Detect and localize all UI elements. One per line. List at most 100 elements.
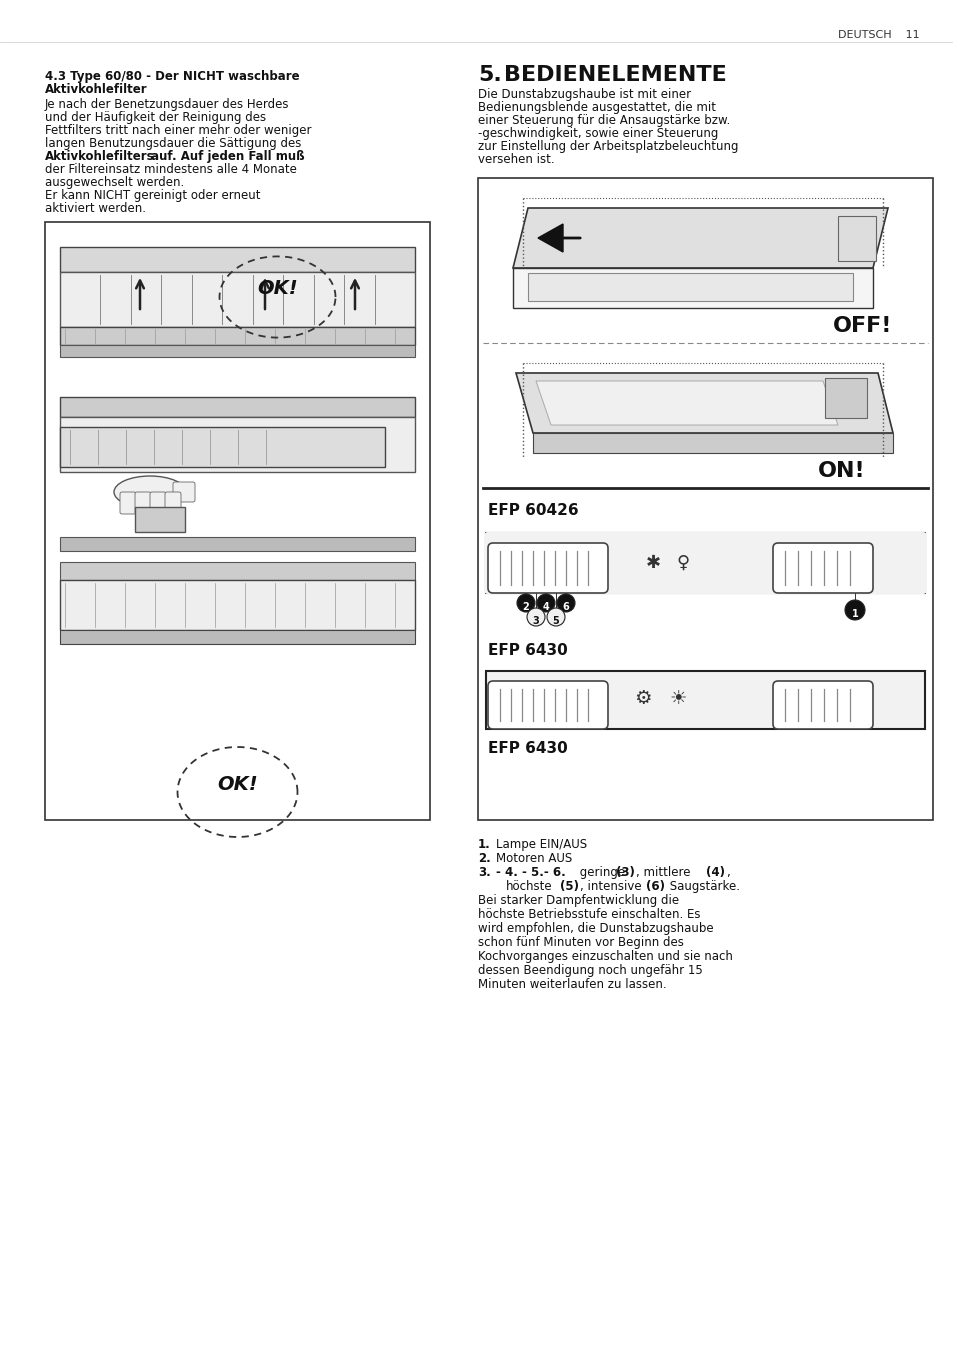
- Text: geringe: geringe: [576, 867, 628, 879]
- Text: 4: 4: [574, 681, 579, 690]
- Text: auf. Auf jeden Fall muß: auf. Auf jeden Fall muß: [147, 150, 304, 164]
- Text: 0: 0: [510, 681, 516, 690]
- Text: Er kann NICHT gereinigt oder erneut: Er kann NICHT gereinigt oder erneut: [45, 189, 260, 201]
- Text: OK!: OK!: [217, 775, 257, 794]
- Text: ,: ,: [725, 867, 729, 879]
- Text: dessen Beendigung noch ungefähr 15: dessen Beendigung noch ungefähr 15: [477, 964, 702, 977]
- Text: 1: 1: [525, 544, 532, 552]
- Text: höchste: höchste: [505, 880, 552, 894]
- Polygon shape: [533, 433, 892, 453]
- FancyBboxPatch shape: [135, 492, 151, 514]
- Text: der Filtereinsatz mindestens alle 4 Monate: der Filtereinsatz mindestens alle 4 Mona…: [45, 164, 296, 176]
- Text: Die Dunstabzugshaube ist mit einer: Die Dunstabzugshaube ist mit einer: [477, 88, 690, 101]
- Text: DEUTSCH    11: DEUTSCH 11: [838, 30, 919, 41]
- Bar: [60, 537, 415, 552]
- Text: Lampe EIN/AUS: Lampe EIN/AUS: [496, 838, 586, 850]
- Ellipse shape: [113, 476, 186, 508]
- Text: schon fünf Minuten vor Beginn des: schon fünf Minuten vor Beginn des: [477, 936, 683, 949]
- Circle shape: [557, 594, 575, 612]
- Bar: [60, 580, 415, 630]
- Text: zur Einstellung der Arbeitsplatzbeleuchtung: zur Einstellung der Arbeitsplatzbeleucht…: [477, 141, 738, 153]
- Bar: [485, 533, 924, 594]
- Circle shape: [517, 594, 535, 612]
- Text: Minuten weiterlaufen zu lassen.: Minuten weiterlaufen zu lassen.: [477, 977, 666, 991]
- Bar: [60, 427, 385, 466]
- FancyBboxPatch shape: [120, 492, 136, 514]
- Text: Je nach der Benetzungsdauer des Herdes: Je nach der Benetzungsdauer des Herdes: [45, 97, 289, 111]
- FancyBboxPatch shape: [488, 544, 607, 594]
- Text: OK!: OK!: [257, 280, 297, 299]
- Circle shape: [546, 608, 564, 626]
- Text: 6: 6: [562, 602, 569, 612]
- Text: 2.: 2.: [477, 852, 490, 865]
- FancyBboxPatch shape: [772, 544, 872, 594]
- Text: 4: 4: [542, 602, 549, 612]
- Text: Bei starker Dampfentwicklung die: Bei starker Dampfentwicklung die: [477, 894, 679, 907]
- Polygon shape: [516, 373, 892, 433]
- Text: EFP 60426: EFP 60426: [488, 503, 578, 518]
- Circle shape: [844, 600, 864, 621]
- Bar: [837, 216, 875, 261]
- Text: Fettfilters tritt nach einer mehr oder weniger: Fettfilters tritt nach einer mehr oder w…: [45, 124, 312, 137]
- Text: 3: 3: [558, 681, 563, 690]
- Circle shape: [537, 594, 555, 612]
- Bar: [824, 379, 866, 418]
- Text: , intensive: , intensive: [579, 880, 644, 894]
- Bar: [45, 222, 430, 821]
- Text: ausgewechselt werden.: ausgewechselt werden.: [45, 176, 184, 189]
- Text: 4.3 Type 60/80 - Der NICHT waschbare: 4.3 Type 60/80 - Der NICHT waschbare: [45, 70, 299, 82]
- Text: höchste Betriebsstufe einschalten. Es: höchste Betriebsstufe einschalten. Es: [477, 909, 700, 921]
- Text: 1: 1: [851, 608, 858, 619]
- Text: O  I: O I: [807, 681, 822, 690]
- Text: ◄: ◄: [573, 544, 579, 552]
- Text: (3): (3): [616, 867, 634, 879]
- Text: und der Häufigkeit der Reinigung des: und der Häufigkeit der Reinigung des: [45, 111, 266, 124]
- FancyBboxPatch shape: [483, 531, 926, 594]
- FancyBboxPatch shape: [772, 681, 872, 729]
- Text: ⚙: ⚙: [634, 690, 651, 708]
- Text: Aktivkohlefilter: Aktivkohlefilter: [45, 82, 148, 96]
- Text: Kochvorganges einzuschalten und sie nach: Kochvorganges einzuschalten und sie nach: [477, 950, 732, 963]
- Text: 2: 2: [541, 681, 547, 690]
- Text: - 4. - 5.- 6.: - 4. - 5.- 6.: [496, 867, 565, 879]
- FancyBboxPatch shape: [150, 492, 166, 514]
- Text: Aktivkohlefilters: Aktivkohlefilters: [45, 150, 154, 164]
- Text: (6): (6): [645, 880, 664, 894]
- Text: 3.: 3.: [477, 867, 490, 879]
- Bar: [477, 178, 932, 821]
- Text: 2: 2: [541, 544, 547, 552]
- Bar: [60, 397, 415, 416]
- FancyBboxPatch shape: [172, 483, 194, 502]
- Text: ON!: ON!: [817, 461, 864, 481]
- FancyBboxPatch shape: [165, 492, 181, 514]
- FancyBboxPatch shape: [488, 681, 607, 729]
- Text: (5): (5): [559, 880, 578, 894]
- Bar: [527, 273, 852, 301]
- Bar: [60, 562, 415, 580]
- Text: 2: 2: [522, 602, 529, 612]
- Text: versehen ist.: versehen ist.: [477, 153, 554, 166]
- Text: 3: 3: [558, 544, 563, 552]
- Text: 3: 3: [532, 617, 538, 626]
- Text: langen Benutzungsdauer die Sättigung des: langen Benutzungsdauer die Sättigung des: [45, 137, 301, 150]
- Text: Saugstärke.: Saugstärke.: [665, 880, 740, 894]
- Bar: [60, 416, 415, 472]
- Bar: [60, 345, 415, 357]
- Text: EFP 6430: EFP 6430: [488, 644, 567, 658]
- Text: ☀: ☀: [669, 690, 686, 708]
- Polygon shape: [513, 268, 872, 308]
- Text: ●: ●: [509, 544, 517, 552]
- Bar: [60, 272, 415, 327]
- Bar: [135, 507, 185, 531]
- Bar: [60, 630, 415, 644]
- Polygon shape: [536, 381, 837, 425]
- Circle shape: [526, 608, 544, 626]
- Text: ✱: ✱: [645, 554, 659, 572]
- Bar: [60, 327, 415, 345]
- Text: 5.: 5.: [477, 65, 501, 85]
- Polygon shape: [537, 224, 562, 251]
- Text: OFF!: OFF!: [832, 316, 891, 337]
- Text: -geschwindigkeit, sowie einer Steuerung: -geschwindigkeit, sowie einer Steuerung: [477, 127, 718, 141]
- Text: EFP 6430: EFP 6430: [488, 741, 567, 756]
- Text: einer Steuerung für die Ansaugstärke bzw.: einer Steuerung für die Ansaugstärke bzw…: [477, 114, 729, 127]
